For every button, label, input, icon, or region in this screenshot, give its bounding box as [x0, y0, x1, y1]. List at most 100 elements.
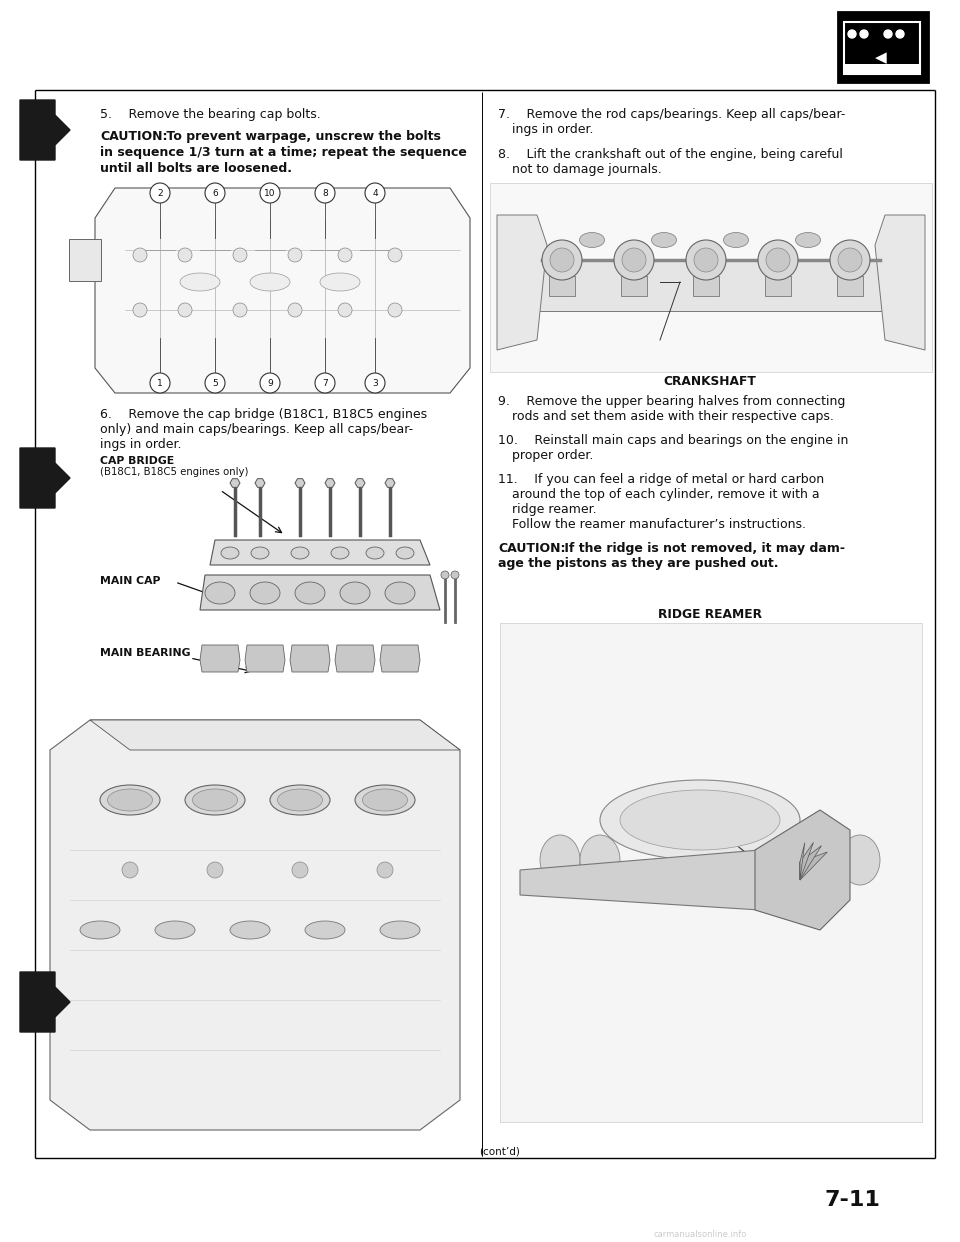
Polygon shape [380, 645, 420, 672]
Ellipse shape [796, 232, 821, 247]
Text: only) and main caps/bearings. Keep all caps/bear-: only) and main caps/bearings. Keep all c… [100, 424, 413, 436]
Polygon shape [497, 215, 547, 350]
Polygon shape [800, 842, 813, 881]
FancyBboxPatch shape [500, 623, 922, 1122]
Ellipse shape [221, 546, 239, 559]
Circle shape [338, 303, 352, 317]
Polygon shape [50, 720, 460, 1130]
Circle shape [133, 303, 147, 317]
Circle shape [622, 248, 646, 272]
Text: 9.  Remove the upper bearing halves from connecting: 9. Remove the upper bearing halves from … [498, 395, 846, 409]
Text: 9: 9 [267, 379, 273, 388]
Ellipse shape [250, 273, 290, 291]
Circle shape [542, 240, 582, 279]
Text: 11.  If you can feel a ridge of metal or hard carbon: 11. If you can feel a ridge of metal or … [498, 473, 824, 486]
Text: If the ridge is not removed, it may dam-: If the ridge is not removed, it may dam- [560, 542, 845, 555]
Text: CRANKSHAFT: CRANKSHAFT [663, 375, 756, 388]
Circle shape [377, 862, 393, 878]
Circle shape [205, 373, 225, 392]
Polygon shape [385, 478, 395, 487]
FancyBboxPatch shape [69, 238, 101, 281]
Text: 7: 7 [323, 379, 328, 388]
Polygon shape [20, 101, 70, 160]
Text: 10.  Reinstall main caps and bearings on the engine in: 10. Reinstall main caps and bearings on … [498, 433, 849, 447]
FancyBboxPatch shape [837, 276, 863, 296]
Ellipse shape [291, 546, 309, 559]
FancyBboxPatch shape [549, 276, 575, 296]
Ellipse shape [80, 922, 120, 939]
Polygon shape [355, 478, 365, 487]
Polygon shape [800, 842, 804, 881]
Text: To prevent warpage, unscrew the bolts: To prevent warpage, unscrew the bolts [162, 130, 441, 143]
Text: 4: 4 [372, 189, 378, 197]
Ellipse shape [366, 546, 384, 559]
Circle shape [233, 248, 247, 262]
Polygon shape [325, 478, 335, 487]
Polygon shape [230, 478, 240, 487]
Text: MAIN CAP: MAIN CAP [100, 576, 160, 586]
Text: 5.  Remove the bearing cap bolts.: 5. Remove the bearing cap bolts. [100, 108, 321, 120]
Text: age the pistons as they are pushed out.: age the pistons as they are pushed out. [498, 556, 779, 570]
Polygon shape [255, 478, 265, 487]
Ellipse shape [108, 789, 153, 811]
Circle shape [207, 862, 223, 878]
Ellipse shape [185, 785, 245, 815]
Circle shape [441, 571, 449, 579]
Text: 5: 5 [212, 379, 218, 388]
Circle shape [365, 183, 385, 202]
Polygon shape [210, 540, 430, 565]
Text: not to damage journals.: not to damage journals. [512, 163, 661, 176]
Ellipse shape [580, 232, 605, 247]
Text: CAUTION:: CAUTION: [498, 542, 565, 555]
Circle shape [288, 303, 302, 317]
Text: 1: 1 [157, 379, 163, 388]
Circle shape [884, 30, 892, 39]
Text: ridge reamer.: ridge reamer. [512, 503, 596, 515]
Circle shape [122, 862, 138, 878]
Circle shape [315, 373, 335, 392]
FancyBboxPatch shape [693, 276, 719, 296]
Circle shape [838, 248, 862, 272]
Text: (cont’d): (cont’d) [480, 1148, 520, 1158]
Text: CAP BRIDGE: CAP BRIDGE [100, 456, 174, 466]
Ellipse shape [340, 582, 370, 604]
Circle shape [388, 303, 402, 317]
Polygon shape [20, 448, 70, 508]
Polygon shape [800, 846, 822, 881]
FancyBboxPatch shape [765, 276, 791, 296]
Circle shape [614, 240, 654, 279]
FancyBboxPatch shape [621, 276, 647, 296]
Polygon shape [520, 850, 770, 910]
Ellipse shape [295, 582, 325, 604]
Ellipse shape [724, 232, 749, 247]
Polygon shape [20, 972, 70, 1032]
Ellipse shape [331, 546, 349, 559]
Circle shape [766, 248, 790, 272]
Polygon shape [245, 645, 285, 672]
Circle shape [365, 373, 385, 392]
Circle shape [860, 30, 868, 39]
FancyBboxPatch shape [844, 22, 920, 75]
Circle shape [686, 240, 726, 279]
Ellipse shape [580, 835, 620, 886]
Ellipse shape [363, 789, 407, 811]
Polygon shape [290, 645, 330, 672]
Circle shape [288, 248, 302, 262]
Polygon shape [335, 645, 375, 672]
Ellipse shape [180, 273, 220, 291]
Polygon shape [875, 215, 925, 350]
Circle shape [830, 240, 870, 279]
Text: proper order.: proper order. [512, 450, 593, 462]
Text: 8: 8 [323, 189, 328, 197]
Polygon shape [200, 575, 440, 610]
Text: 7-11: 7-11 [824, 1190, 880, 1210]
Text: 8.  Lift the crankshaft out of the engine, being careful: 8. Lift the crankshaft out of the engine… [498, 148, 843, 161]
Circle shape [133, 248, 147, 262]
Circle shape [758, 240, 798, 279]
Polygon shape [200, 645, 240, 672]
Ellipse shape [385, 582, 415, 604]
Text: 6.  Remove the cap bridge (B18C1, B18C5 engines: 6. Remove the cap bridge (B18C1, B18C5 e… [100, 409, 427, 421]
FancyBboxPatch shape [490, 183, 932, 373]
Text: ◀: ◀ [876, 51, 887, 66]
Text: 3: 3 [372, 379, 378, 388]
